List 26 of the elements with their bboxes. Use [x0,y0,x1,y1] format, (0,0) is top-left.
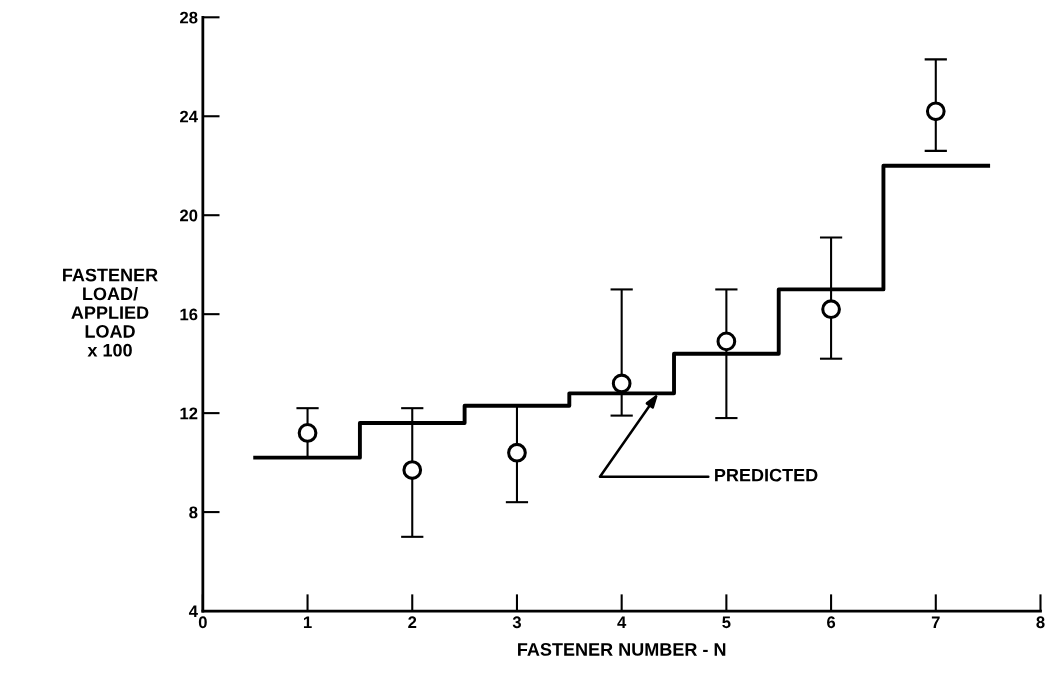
x-tick-label: 2 [408,616,417,628]
annotation: PREDICTED [715,468,818,482]
point [297,423,318,443]
y-tick-label: 16 [180,308,198,321]
y-tick-label: 28 [180,11,198,24]
y-tick-label: 4 [188,605,198,618]
y-tick-label: 20 [180,209,198,222]
x-tick-label: 0 [198,616,207,629]
point [507,442,527,463]
point [611,373,632,394]
x-tick-label: 4 [617,616,627,628]
point [821,299,841,320]
point [925,101,946,122]
x-axis-title: FASTENER NUMBER - N [518,643,726,656]
y-axis-title: FASTENER LOAD/ APPLIED LOAD x 100 [63,268,158,357]
x-tick-label: 7 [931,616,940,628]
x-tick-label: 6 [827,616,836,629]
x-tick-label: 3 [512,616,521,629]
y-tick-label: 8 [189,506,198,519]
x-tick-label: 5 [722,616,731,629]
x-tick-label: 8 [1036,616,1045,629]
point [402,460,423,480]
x-tick-label: 1 [303,616,312,628]
point [716,331,737,352]
y-tick-label: 24 [180,110,198,123]
y-tick-label: 12 [180,407,198,420]
